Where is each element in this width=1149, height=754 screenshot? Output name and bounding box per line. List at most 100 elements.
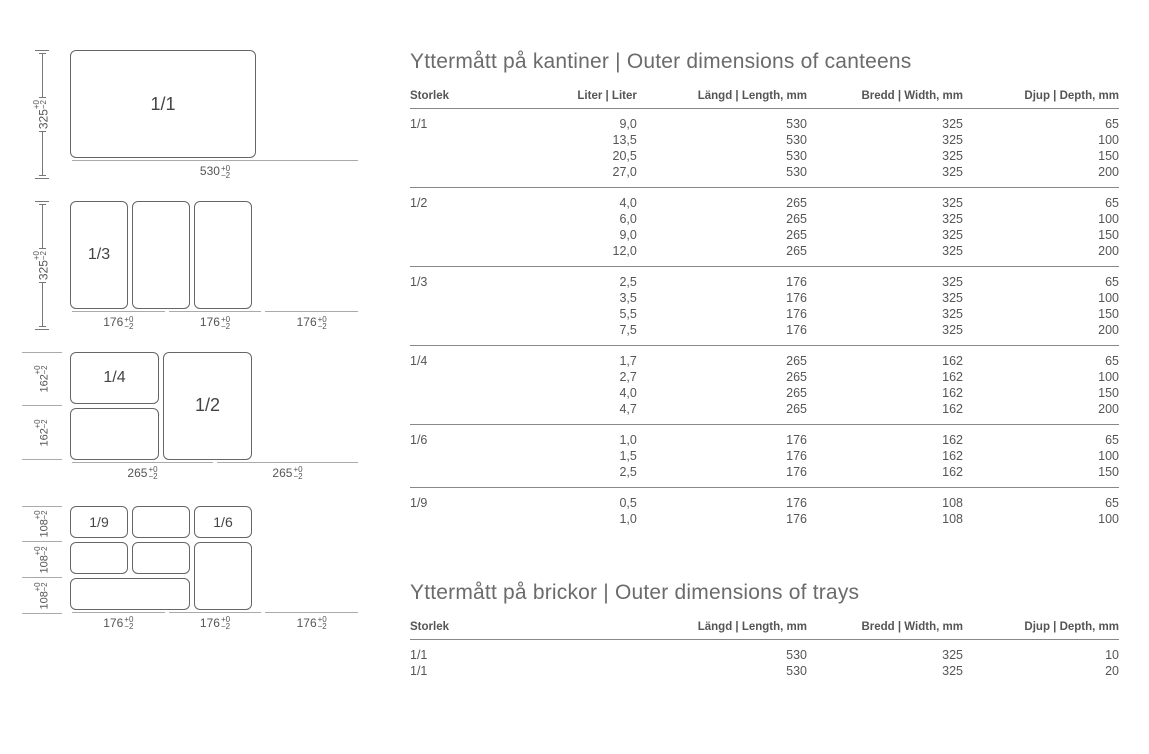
cell-length: 530 <box>637 109 807 133</box>
cell-liter: 1,5 <box>509 448 637 464</box>
cell-length: 265 <box>637 401 807 425</box>
cell-width: 325 <box>807 663 963 679</box>
gn-box <box>70 542 128 574</box>
cell-liter: 1,7 <box>509 346 637 370</box>
cell-depth: 150 <box>963 227 1119 243</box>
diagram-1-3: 325+0−2 1/3 176+0−2 176+0−2 176+0−2 <box>70 201 360 330</box>
gn-box <box>132 201 190 309</box>
cell-liter: 1,0 <box>509 511 637 527</box>
cell-width: 108 <box>807 511 963 527</box>
table-row: 5,5176325150 <box>410 306 1119 322</box>
cell-liter: 1,0 <box>509 425 637 449</box>
cell-size: 1/3 <box>410 267 509 291</box>
cell-width: 162 <box>807 425 963 449</box>
cell-liter: 2,5 <box>509 267 637 291</box>
cell-width: 162 <box>807 385 963 401</box>
cell-width: 325 <box>807 243 963 267</box>
table-row: 1/90,517610865 <box>410 488 1119 512</box>
cell-width: 325 <box>807 290 963 306</box>
cell-size <box>410 243 509 267</box>
cell-size <box>410 132 509 148</box>
cell-size <box>410 306 509 322</box>
heading-canteens: Yttermått på kantiner | Outer dimensions… <box>410 50 1119 74</box>
gn-box-1-1: 1/1 <box>70 50 256 158</box>
cell-depth: 200 <box>963 164 1119 188</box>
cell-length: 176 <box>637 322 807 346</box>
cell-width: 108 <box>807 488 963 512</box>
dim-label: 176 <box>103 616 123 630</box>
cell-width: 325 <box>807 109 963 133</box>
cell-size <box>410 211 509 227</box>
cell-depth: 200 <box>963 243 1119 267</box>
cell-size <box>410 369 509 385</box>
th-size: Storlek <box>410 86 509 109</box>
gn-box <box>132 542 190 574</box>
gn-box <box>194 201 252 309</box>
gn-box-1-6: 1/6 <box>194 506 252 538</box>
table-row: 1/153032520 <box>410 663 1119 679</box>
cell-width: 325 <box>807 227 963 243</box>
cell-length: 530 <box>637 148 807 164</box>
table-row: 1/32,517632565 <box>410 267 1119 291</box>
th-length: Längd | Length, mm <box>637 617 807 640</box>
cell-size <box>410 148 509 164</box>
cell-length: 530 <box>637 132 807 148</box>
cell-size <box>410 227 509 243</box>
box-label: 1/3 <box>88 246 110 264</box>
cell-liter: 4,0 <box>509 188 637 212</box>
cell-depth: 65 <box>963 346 1119 370</box>
cell-depth: 100 <box>963 211 1119 227</box>
gn-size-diagrams: 325+0−2 1/1 530+0−2 325+0−2 1/3 176+0−2 <box>70 50 360 679</box>
cell-width: 162 <box>807 401 963 425</box>
cell-length: 176 <box>637 267 807 291</box>
cell-length: 176 <box>637 425 807 449</box>
th-depth: Djup | Depth, mm <box>963 617 1119 640</box>
cell-length: 176 <box>637 448 807 464</box>
cell-length: 265 <box>637 385 807 401</box>
cell-size: 1/6 <box>410 425 509 449</box>
table-row: 1,5176162100 <box>410 448 1119 464</box>
cell-size <box>410 464 509 488</box>
cell-size <box>410 164 509 188</box>
cell-depth: 100 <box>963 369 1119 385</box>
cell-width: 162 <box>807 464 963 488</box>
cell-width: 162 <box>807 369 963 385</box>
cell-size <box>410 511 509 527</box>
dim-label: 176 <box>297 616 317 630</box>
table-row: 1/61,017616265 <box>410 425 1119 449</box>
dim-label: 530 <box>200 164 220 178</box>
cell-size: 1/1 <box>410 640 509 664</box>
gn-box <box>70 578 190 610</box>
table-row: 1/24,026532565 <box>410 188 1119 212</box>
cell-length: 530 <box>637 640 807 664</box>
cell-liter: 5,5 <box>509 306 637 322</box>
cell-liter: 9,0 <box>509 227 637 243</box>
cell-liter: 0,5 <box>509 488 637 512</box>
cell-width: 325 <box>807 640 963 664</box>
cell-width: 325 <box>807 148 963 164</box>
cell-width: 325 <box>807 211 963 227</box>
gn-box <box>70 408 159 460</box>
table-row: 1/153032510 <box>410 640 1119 664</box>
cell-length: 530 <box>637 164 807 188</box>
cell-length: 176 <box>637 488 807 512</box>
cell-liter: 4,0 <box>509 385 637 401</box>
cell-depth: 65 <box>963 425 1119 449</box>
cell-size <box>410 290 509 306</box>
table-canteens: Storlek Liter | Liter Längd | Length, mm… <box>410 86 1119 527</box>
cell-liter: 2,7 <box>509 369 637 385</box>
cell-size: 1/2 <box>410 188 509 212</box>
cell-size <box>410 322 509 346</box>
dim-label: 176 <box>103 315 123 329</box>
cell-length: 176 <box>637 464 807 488</box>
cell-length: 265 <box>637 227 807 243</box>
dim-label: 176 <box>297 315 317 329</box>
cell-width: 325 <box>807 132 963 148</box>
th-liter: Liter | Liter <box>509 86 637 109</box>
cell-width: 325 <box>807 306 963 322</box>
box-label: 1/2 <box>195 395 220 416</box>
table-row: 27,0530325200 <box>410 164 1119 188</box>
cell-depth: 150 <box>963 464 1119 488</box>
cell-depth: 100 <box>963 132 1119 148</box>
gn-box-1-3: 1/3 <box>70 201 128 309</box>
